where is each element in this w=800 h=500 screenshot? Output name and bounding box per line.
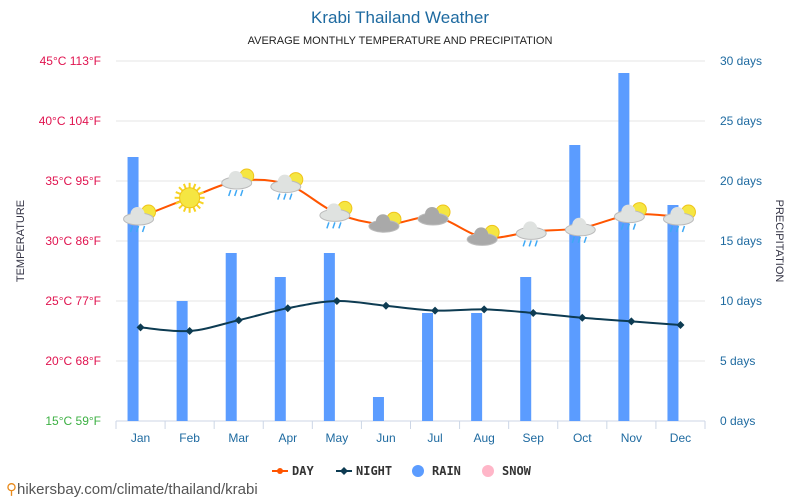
night-line [140, 299, 681, 333]
y-left-tick: 30°C 86°F [45, 234, 101, 248]
rain-bar [618, 73, 630, 421]
night-point [381, 301, 390, 310]
night-point [676, 321, 685, 329]
night-point [136, 323, 145, 332]
cloud-sun-rain-icon [270, 172, 304, 200]
chart-subtitle: AVERAGE MONTHLY TEMPERATURE AND PRECIPIT… [247, 35, 553, 47]
night-point [431, 306, 440, 315]
y-right-tick: 30 days [720, 54, 762, 68]
legend-swatch [412, 465, 424, 477]
cloud-sun-rain-icon [221, 168, 255, 197]
x-tick-label: Apr [278, 431, 297, 445]
x-tick-label: Oct [573, 431, 592, 445]
y-right-tick: 0 days [720, 414, 755, 428]
y-right-tick: 10 days [720, 294, 762, 308]
x-tick-label: Jul [427, 431, 442, 445]
rain-bar [667, 205, 679, 421]
rain-bar [569, 145, 581, 421]
y-left-label: TEMPERATURE [15, 200, 27, 282]
chart: 15°C 59°F 0 days 20°C 68°F 5 days 25°C 77°F 1… [15, 54, 785, 478]
y-left-tick: 15°C 59°F [45, 414, 101, 428]
day-line [140, 178, 681, 239]
night-point [283, 304, 292, 313]
x-tick-label: Nov [621, 431, 642, 445]
y-left-tick: 40°C 104°F [39, 114, 101, 128]
footer-text: hikersbay.com/climate/thailand/krabi [17, 481, 258, 498]
cloud-sun-icon [466, 224, 500, 246]
cloud-rain-icon [564, 217, 596, 244]
x-tick-label: Jan [131, 431, 150, 445]
y-left-tick: 45°C 113°F [40, 54, 101, 68]
rain-bar [176, 301, 188, 421]
legend-label: RAIN [432, 464, 461, 478]
cloud-sun-rain-icon [319, 200, 353, 229]
y-right-label: PRECIPITATION [773, 200, 785, 283]
x-tick-label: Sep [523, 431, 545, 445]
night-point [578, 313, 587, 322]
rain-bar [274, 277, 286, 421]
legend-swatch [482, 465, 494, 477]
x-tick-label: Aug [473, 431, 494, 445]
x-tick-label: Jun [376, 431, 395, 445]
night-point [627, 317, 636, 326]
x-tick-label: May [326, 431, 349, 445]
y-right-tick: 15 days [720, 234, 762, 248]
x-tick-label: Dec [670, 431, 691, 445]
cloud-rain-icon [515, 221, 547, 247]
cloud-sun-icon [368, 211, 402, 233]
x-tick-label: Feb [179, 431, 200, 445]
legend-marker [277, 468, 283, 474]
rain-bar [127, 157, 139, 421]
legend-label: SNOW [502, 464, 532, 478]
night-point [234, 316, 243, 325]
location-pin-icon: ⚲ [6, 481, 17, 498]
rain-bar [520, 277, 532, 421]
footer-link[interactable]: ⚲hikersbay.com/climate/thailand/krabi [6, 480, 258, 498]
rain-bar [471, 313, 483, 421]
y-right-tick: 25 days [720, 114, 762, 128]
rain-bar [372, 397, 384, 421]
night-point [529, 309, 538, 317]
night-point [332, 297, 341, 305]
legend-label: NIGHT [356, 464, 392, 478]
y-right-tick: 5 days [720, 354, 755, 368]
cloud-sun-rain-icon [123, 204, 157, 233]
rain-bar [323, 253, 335, 421]
rain-bar [225, 253, 237, 421]
legend-marker [340, 467, 348, 475]
cloud-sun-rain-icon [662, 204, 696, 233]
cloud-sun-icon [417, 204, 451, 226]
y-left-tick: 25°C 77°F [45, 294, 101, 308]
y-left-tick: 20°C 68°F [45, 354, 101, 368]
night-point [185, 327, 194, 335]
cloud-sun-rain-icon [613, 202, 647, 230]
night-point [480, 305, 489, 314]
chart-title: Krabi Thailand Weather [311, 8, 489, 27]
rain-bar [422, 313, 434, 421]
legend-label: DAY [292, 464, 314, 478]
y-left-tick: 35°C 95°F [45, 174, 101, 188]
sun-icon [174, 182, 205, 213]
y-right-tick: 20 days [720, 174, 762, 188]
x-tick-label: Mar [228, 431, 249, 445]
